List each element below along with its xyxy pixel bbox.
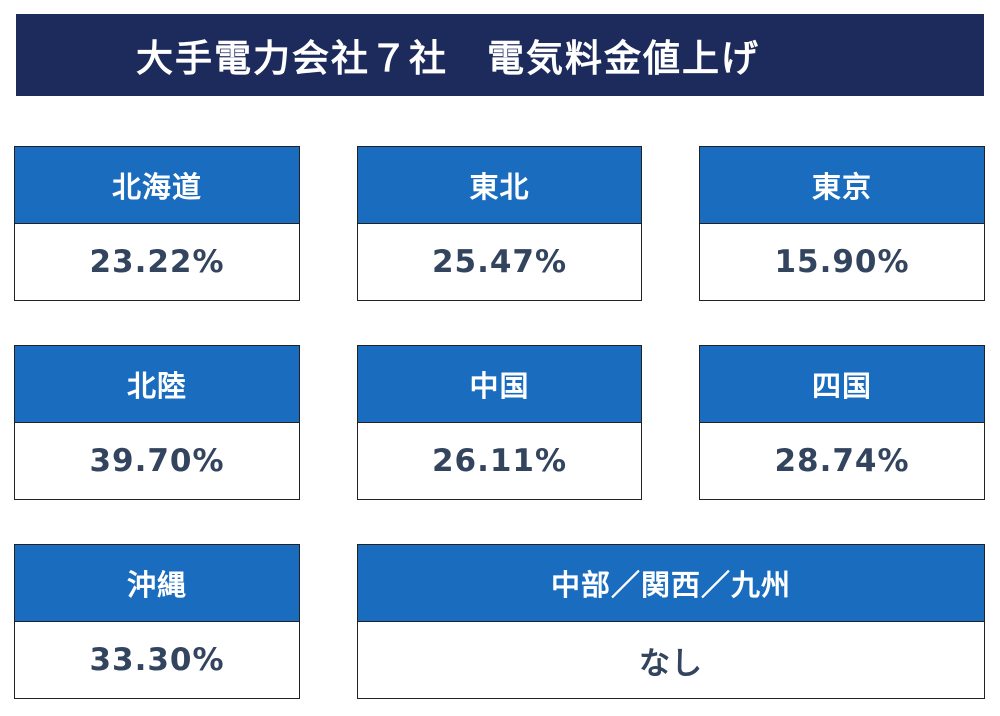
card-hokkaido: 北海道 23.22% <box>14 146 300 301</box>
card-tohoku: 東北 25.47% <box>357 146 642 301</box>
card-increase-rate: 23.22% <box>89 244 225 280</box>
card-chugoku: 中国 26.11% <box>357 345 642 500</box>
card-increase-rate: 28.74% <box>774 443 910 479</box>
card-company-name: 北陸 <box>15 346 299 423</box>
card-increase-rate: 15.90% <box>774 244 910 280</box>
card-tokyo: 東京 15.90% <box>699 146 985 301</box>
card-increase-rate: なし <box>639 645 703 682</box>
card-increase-rate: 33.30% <box>89 642 225 678</box>
card-increase-rate: 26.11% <box>431 443 568 479</box>
card-increase-rate: 25.47% <box>431 244 568 280</box>
title-banner: 大手電力会社７社 電気料金値上げ <box>16 14 984 96</box>
card-increase-rate: 39.70% <box>89 443 225 479</box>
card-company-name: 中部／関西／九州 <box>358 545 984 622</box>
card-company-name: 北海道 <box>15 147 299 224</box>
card-shikoku: 四国 28.74% <box>699 345 985 500</box>
card-hokuriku: 北陸 39.70% <box>14 345 300 500</box>
card-company-name: 中国 <box>358 346 641 423</box>
card-company-name: 四国 <box>700 346 984 423</box>
card-company-name: 東京 <box>700 147 984 224</box>
card-okinawa: 沖縄 33.30% <box>14 544 300 699</box>
card-company-name: 東北 <box>358 147 641 224</box>
card-company-name: 沖縄 <box>15 545 299 622</box>
card-chubu-kansai-kyushu: 中部／関西／九州 なし <box>357 544 985 699</box>
page-title: 大手電力会社７社 電気料金値上げ <box>136 37 760 80</box>
